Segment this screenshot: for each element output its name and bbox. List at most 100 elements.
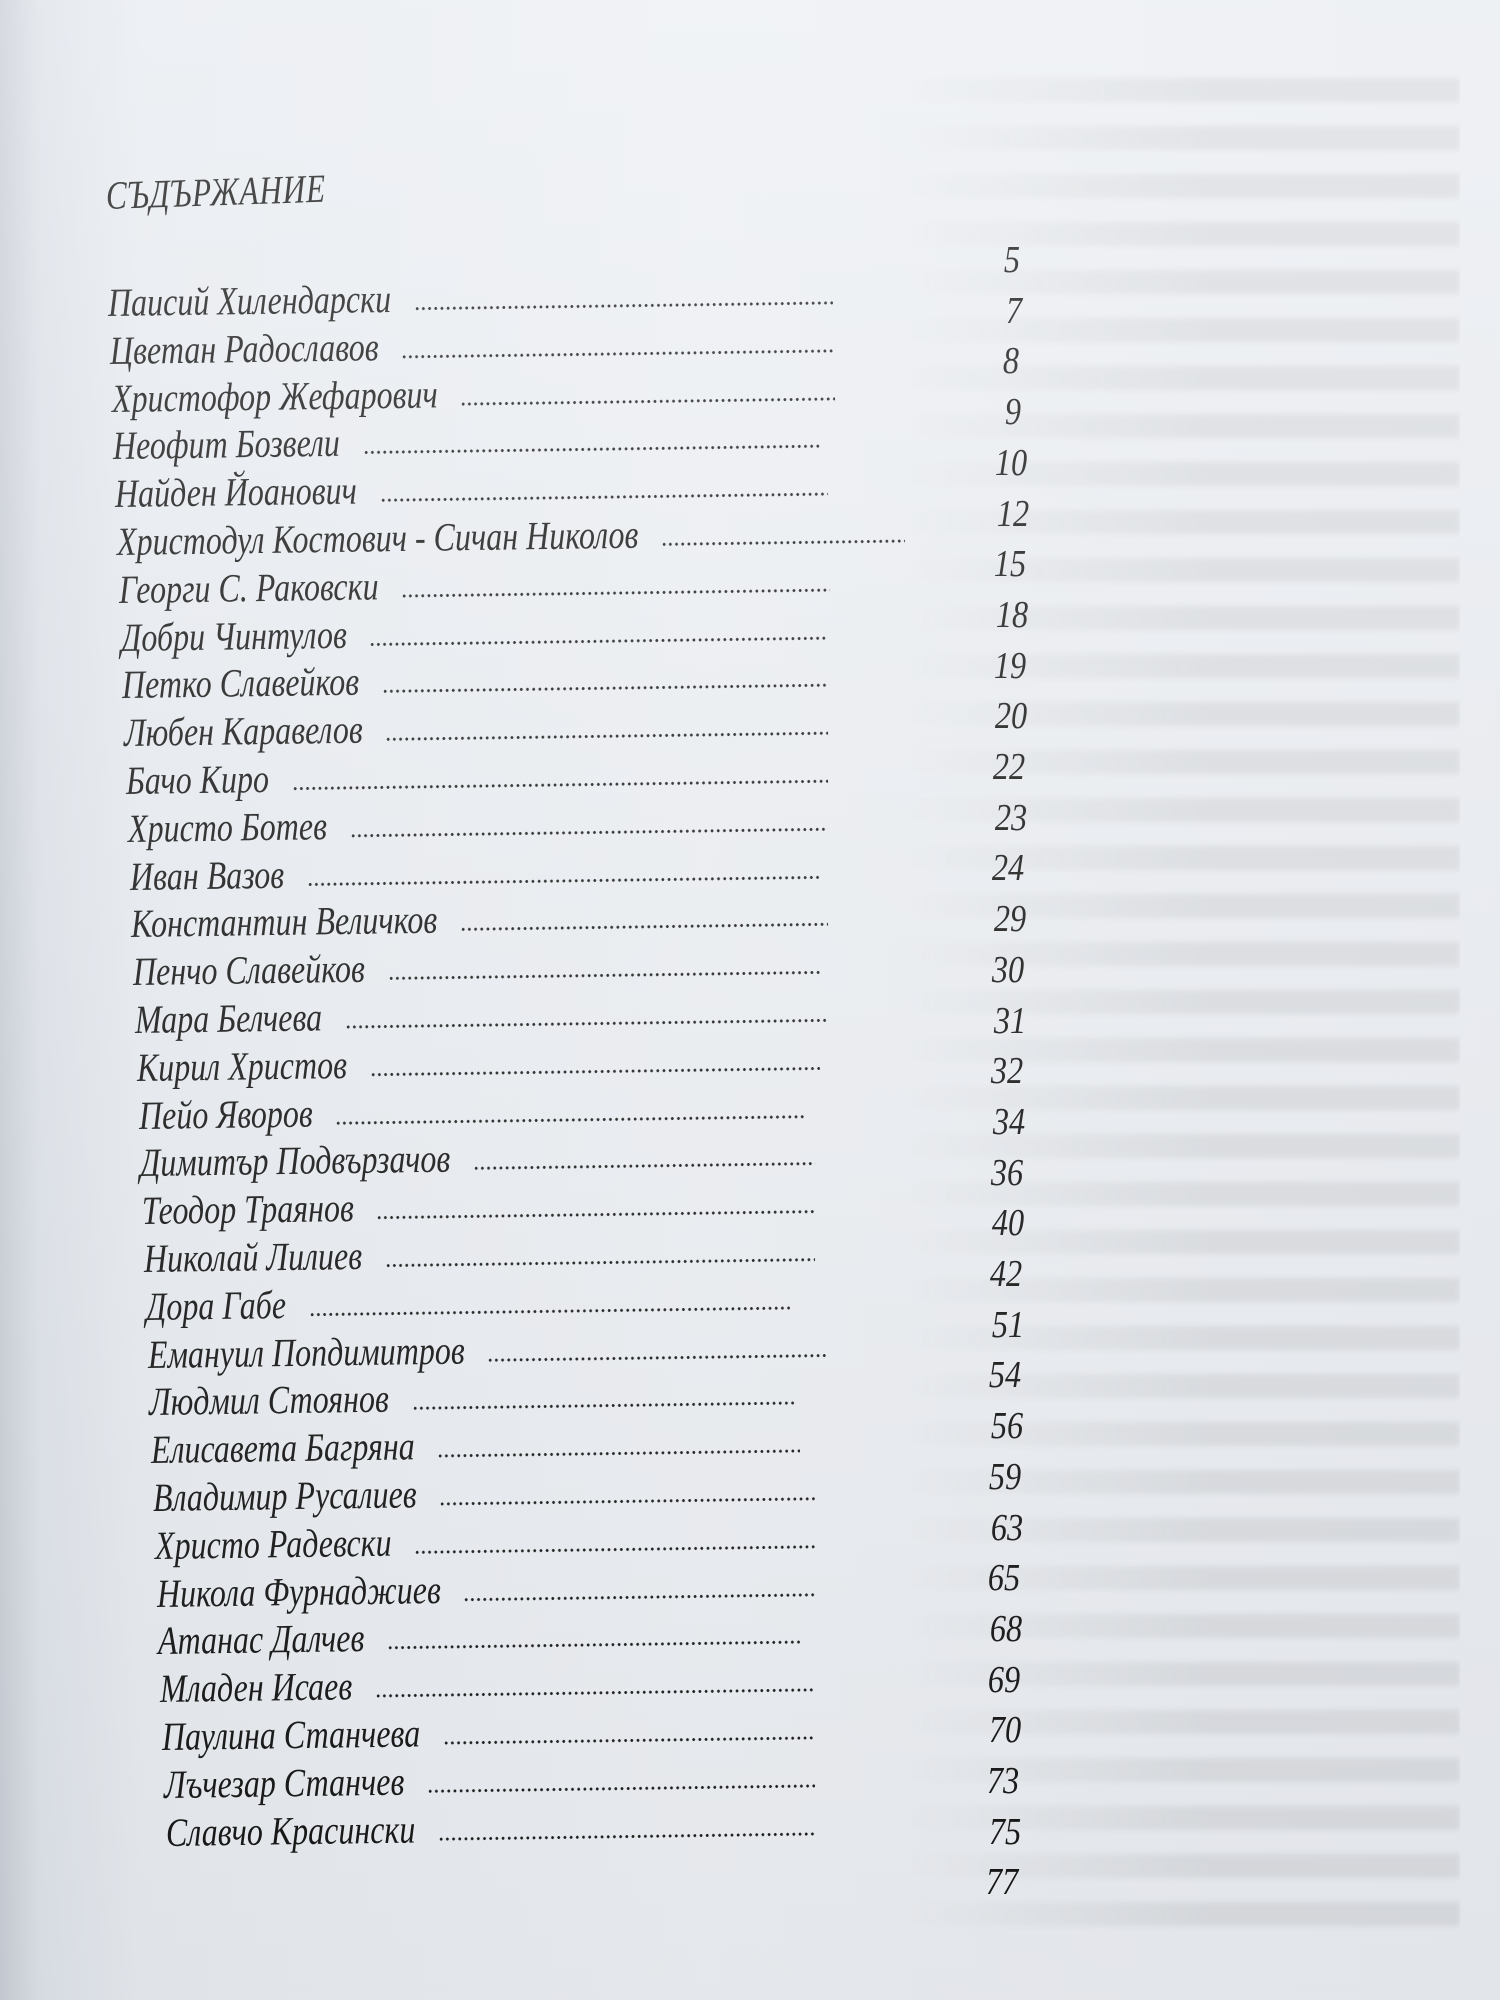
entry-title: Константин Величков	[131, 897, 438, 947]
toc-entry: Цветан Радославов	[109, 324, 836, 374]
entry-title: Георги С. Раковски	[118, 563, 379, 612]
dot-leader	[349, 826, 829, 839]
page-number: 23	[994, 796, 1027, 839]
toc-entry: Христо Радевски	[154, 1519, 816, 1569]
dot-leader	[384, 1256, 816, 1269]
entry-title: Христофор Жефарович	[111, 371, 438, 421]
page-title: СЪДЪРЖАНИЕ	[105, 165, 327, 218]
page-number: 8	[1003, 340, 1020, 383]
entry-title: Елисавета Багряна	[150, 1423, 416, 1473]
entry-title: Цветан Радославов	[109, 324, 379, 373]
toc-entry: Бачо Киро	[126, 756, 829, 804]
page-number: 75	[988, 1810, 1021, 1853]
dot-leader	[437, 1448, 801, 1460]
page-number: 18	[995, 593, 1029, 636]
entry-title: Найден Йоанович	[114, 467, 358, 517]
toc-entry: Емануил Попдимитров	[147, 1327, 829, 1378]
toc-entry: Константин Величков	[131, 897, 829, 947]
page-number: 7	[1005, 289, 1022, 332]
entry-title: Христо Радевски	[154, 1519, 392, 1568]
toc-entry: Лъчезар Станчев	[163, 1758, 816, 1808]
entry-title: Христодул Костович - Сичан Николов	[116, 511, 639, 564]
dot-leader	[439, 1495, 816, 1508]
toc-entry: Славчо Красински	[165, 1806, 816, 1855]
dot-leader	[437, 1830, 816, 1842]
toc-entry: Паисий Хилендарски	[108, 276, 834, 326]
page-number: 69	[987, 1658, 1020, 1701]
dot-leader	[387, 969, 821, 982]
page-number: 5	[1003, 239, 1021, 281]
entry-title: Дора Габе	[145, 1281, 287, 1329]
entry-title: Емануил Попдимитров	[147, 1327, 465, 1377]
entry-title: Никола Фурнаджиев	[156, 1566, 441, 1616]
entry-title: Пейо Яворов	[138, 1090, 313, 1138]
page-number: 12	[996, 492, 1029, 535]
page-number: 59	[988, 1455, 1021, 1498]
dot-leader	[401, 347, 836, 360]
page-number: 19	[993, 644, 1026, 687]
entry-title: Добри Чинтулов	[120, 611, 347, 660]
page-number: 77	[986, 1861, 1019, 1904]
page-number: 42	[989, 1253, 1023, 1295]
toc-entry: Никола Фурнаджиев	[156, 1566, 816, 1617]
entry-title: Петко Славейков	[122, 659, 360, 708]
toc-entry: Любен Каравелов	[123, 706, 829, 756]
page-number: 20	[995, 695, 1028, 738]
page-number: 70	[989, 1709, 1022, 1752]
page-number: 51	[991, 1303, 1024, 1346]
page-number: 40	[992, 1202, 1025, 1245]
toc-entry: Димитър Подвързачов	[140, 1136, 816, 1186]
page-number: 63	[990, 1506, 1023, 1549]
toc-entry: Кирил Христов	[136, 1042, 821, 1091]
page-number: 9	[1005, 391, 1022, 434]
dot-leader	[382, 682, 829, 695]
toc-entry: Христодул Костович - Сичан Николов	[116, 511, 906, 565]
page-number: 24	[992, 847, 1025, 890]
entry-title: Иван Вазов	[129, 851, 285, 899]
page-number: 32	[991, 1050, 1024, 1093]
dot-leader	[460, 921, 829, 933]
dot-leader	[401, 586, 831, 599]
dot-leader	[460, 395, 836, 407]
toc-entry: Младен Исаев	[160, 1664, 816, 1712]
dot-leader	[291, 778, 829, 792]
entry-title: Славчо Красински	[165, 1806, 416, 1855]
toc-entry: Христофор Жефарович	[111, 371, 836, 422]
page-number: 54	[989, 1354, 1022, 1397]
entry-title: Теодор Траянов	[141, 1185, 355, 1234]
page-number: 73	[986, 1760, 1020, 1802]
page-number: 15	[994, 543, 1027, 586]
page-number: 34	[992, 1100, 1026, 1143]
toc-entry: Владимир Русалиев	[152, 1471, 816, 1521]
dot-leader	[362, 443, 821, 456]
entry-title: Владимир Русалиев	[152, 1471, 417, 1520]
dot-leader	[387, 1639, 801, 1652]
dot-leader	[344, 1017, 829, 1031]
entry-title: Димитър Подвързачов	[140, 1136, 451, 1186]
page-number: 36	[990, 1151, 1023, 1194]
page-number: 68	[989, 1607, 1023, 1650]
toc-entry: Мара Белчева	[135, 994, 829, 1043]
entry-title: Любен Каравелов	[123, 706, 364, 756]
dot-leader	[661, 537, 906, 548]
page-number: 10	[994, 441, 1027, 484]
dot-leader	[369, 1065, 821, 1078]
dot-leader	[335, 1113, 806, 1126]
toc-entry: Теодор Траянов	[141, 1185, 816, 1234]
page-number: 30	[991, 948, 1024, 991]
toc-entry: Неофит Бозвели	[113, 420, 821, 469]
dot-leader	[426, 1782, 816, 1795]
page-number: 65	[988, 1557, 1021, 1600]
entry-title: Лъчезар Станчев	[163, 1758, 405, 1807]
toc-entry: Пейо Яворов	[138, 1090, 806, 1139]
dot-leader	[413, 299, 834, 312]
dot-leader	[414, 1543, 816, 1556]
toc-entry: Иван Вазов	[129, 851, 821, 900]
page-number: 31	[993, 999, 1026, 1042]
dot-leader	[442, 1734, 816, 1747]
toc-entry: Найден Йоанович	[114, 467, 829, 517]
page-number: 56	[990, 1405, 1024, 1448]
entry-title: Атанас Далчев	[158, 1615, 366, 1664]
entry-title: Паулина Станчева	[161, 1710, 421, 1759]
entry-title: Людмил Стоянов	[149, 1376, 390, 1425]
